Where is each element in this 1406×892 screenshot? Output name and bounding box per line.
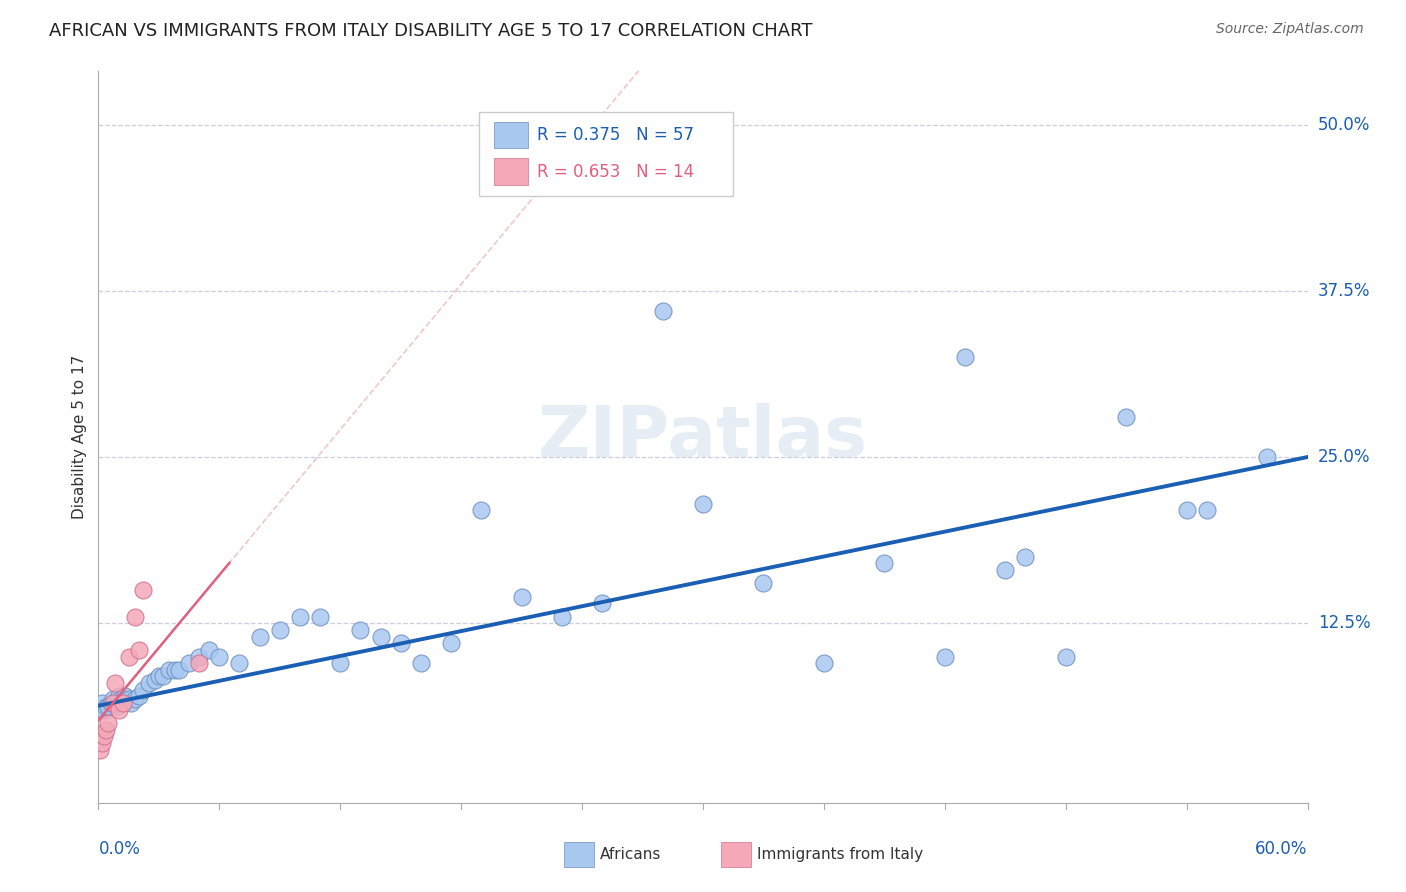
- FancyBboxPatch shape: [494, 122, 527, 148]
- Point: [107, 690, 129, 704]
- Point: [143, 673, 166, 688]
- Point: [269, 623, 291, 637]
- Text: 12.5%: 12.5%: [1317, 615, 1371, 632]
- Text: Source: ZipAtlas.com: Source: ZipAtlas.com: [1216, 22, 1364, 37]
- Point: [288, 609, 311, 624]
- Point: [208, 649, 231, 664]
- Point: [651, 303, 673, 318]
- Y-axis label: Disability Age 5 to 17: Disability Age 5 to 17: [72, 355, 87, 519]
- Point: [118, 692, 141, 706]
- Point: [1054, 649, 1077, 664]
- Point: [110, 692, 132, 706]
- Point: [1014, 549, 1036, 564]
- Point: [128, 643, 150, 657]
- FancyBboxPatch shape: [564, 841, 595, 867]
- Text: Immigrants from Italy: Immigrants from Italy: [758, 847, 924, 862]
- Text: 0.0%: 0.0%: [98, 840, 141, 858]
- Point: [138, 676, 160, 690]
- Point: [124, 692, 146, 706]
- Point: [105, 698, 128, 713]
- Text: 25.0%: 25.0%: [1317, 448, 1371, 466]
- Point: [148, 669, 170, 683]
- Point: [409, 656, 432, 670]
- Point: [1256, 450, 1278, 464]
- Point: [873, 557, 896, 571]
- Point: [152, 669, 174, 683]
- Point: [93, 703, 115, 717]
- Point: [132, 582, 155, 597]
- Point: [111, 696, 134, 710]
- Point: [440, 636, 463, 650]
- Point: [179, 656, 201, 670]
- Point: [349, 623, 371, 637]
- Point: [163, 663, 186, 677]
- Point: [132, 682, 155, 697]
- Point: [96, 700, 118, 714]
- Text: 60.0%: 60.0%: [1256, 840, 1308, 858]
- Point: [188, 656, 211, 670]
- Point: [188, 649, 211, 664]
- Point: [157, 663, 180, 677]
- Point: [591, 596, 613, 610]
- Point: [389, 636, 412, 650]
- Point: [228, 656, 250, 670]
- Point: [93, 729, 115, 743]
- Point: [96, 723, 118, 737]
- Point: [329, 656, 352, 670]
- Point: [103, 676, 125, 690]
- Point: [89, 742, 111, 756]
- Point: [813, 656, 835, 670]
- Point: [249, 630, 271, 644]
- Point: [551, 609, 574, 624]
- Point: [470, 503, 492, 517]
- FancyBboxPatch shape: [479, 112, 734, 195]
- Point: [167, 663, 190, 677]
- Text: 50.0%: 50.0%: [1317, 116, 1369, 134]
- Text: Africans: Africans: [600, 847, 662, 862]
- Point: [1115, 410, 1137, 425]
- Point: [510, 590, 533, 604]
- Point: [101, 692, 124, 706]
- Point: [111, 696, 134, 710]
- Point: [91, 736, 114, 750]
- Point: [128, 690, 150, 704]
- Point: [97, 716, 120, 731]
- Point: [370, 630, 392, 644]
- Point: [953, 351, 976, 365]
- Point: [309, 609, 332, 624]
- Text: ZIPatlas: ZIPatlas: [538, 402, 868, 472]
- Point: [994, 563, 1017, 577]
- Point: [100, 696, 122, 710]
- Point: [120, 696, 142, 710]
- Text: AFRICAN VS IMMIGRANTS FROM ITALY DISABILITY AGE 5 TO 17 CORRELATION CHART: AFRICAN VS IMMIGRANTS FROM ITALY DISABIL…: [49, 22, 813, 40]
- Point: [198, 643, 221, 657]
- Point: [934, 649, 956, 664]
- Point: [107, 703, 129, 717]
- Point: [103, 696, 125, 710]
- Point: [97, 698, 120, 713]
- Point: [118, 649, 141, 664]
- Point: [752, 576, 775, 591]
- Text: 37.5%: 37.5%: [1317, 282, 1371, 300]
- Text: R = 0.375   N = 57: R = 0.375 N = 57: [537, 126, 695, 144]
- Point: [101, 696, 124, 710]
- Point: [91, 696, 114, 710]
- FancyBboxPatch shape: [721, 841, 751, 867]
- Point: [124, 609, 146, 624]
- Text: R = 0.653   N = 14: R = 0.653 N = 14: [537, 162, 695, 180]
- Point: [692, 497, 714, 511]
- FancyBboxPatch shape: [494, 159, 527, 185]
- Point: [1175, 503, 1198, 517]
- Point: [1195, 503, 1218, 517]
- Point: [114, 690, 136, 704]
